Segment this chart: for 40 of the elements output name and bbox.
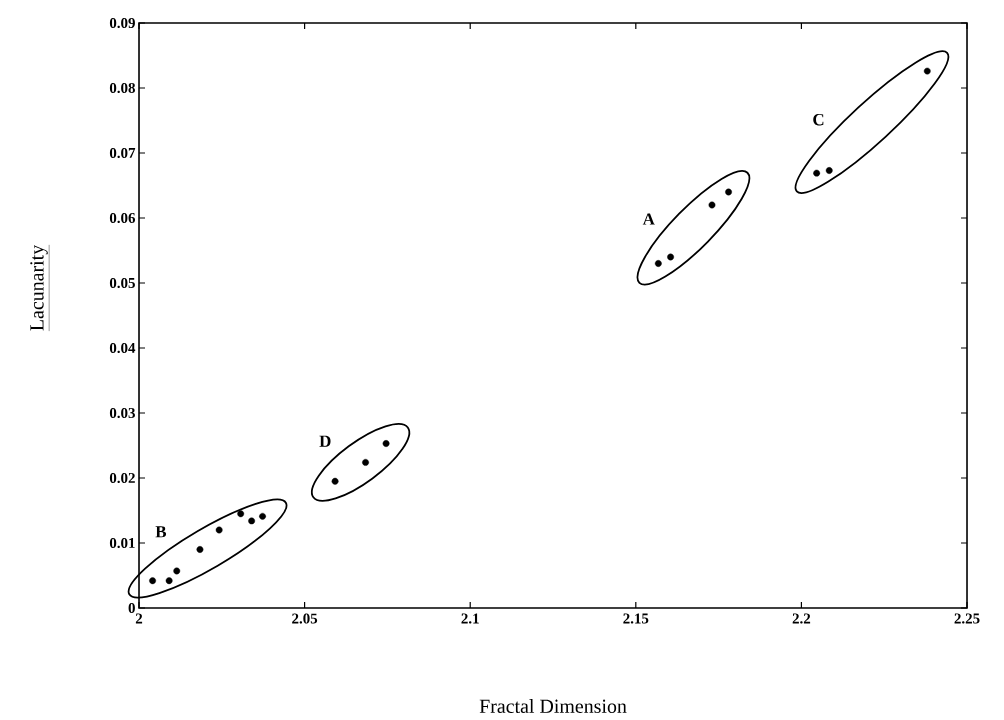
- point: [196, 546, 204, 553]
- x-tick-label: 2.1: [461, 613, 479, 624]
- point: [923, 67, 931, 75]
- y-tick-label: 0.07: [109, 147, 136, 159]
- x-tick-label: 2.05: [292, 613, 318, 624]
- y-tick-label: 0.02: [109, 472, 135, 484]
- point: [654, 260, 662, 267]
- y-tick-label: 0: [128, 602, 135, 614]
- annotation: B: [155, 526, 167, 538]
- y-tick-label: 0.01: [109, 537, 135, 549]
- point: [215, 526, 223, 534]
- y-axis-title: Lacunarity: [30, 244, 48, 331]
- point: [259, 512, 266, 520]
- y-tick-label: 0.08: [109, 82, 135, 94]
- point: [725, 188, 732, 196]
- y-tick-label: 0.03: [109, 407, 135, 419]
- point: [667, 253, 674, 261]
- point: [237, 510, 245, 518]
- x-tick-label: 2: [135, 613, 143, 624]
- point: [362, 458, 369, 466]
- annotation: A: [642, 213, 655, 225]
- point: [825, 167, 833, 174]
- point: [708, 201, 716, 209]
- y-tick-label: 0.09: [109, 17, 135, 29]
- point: [813, 169, 821, 177]
- point: [382, 440, 390, 447]
- x-tick-label: 2.25: [954, 613, 980, 624]
- y-tick-label: 0.05: [109, 277, 135, 289]
- x-tick-label: 2.15: [623, 613, 649, 624]
- point: [248, 517, 256, 525]
- point: [165, 577, 173, 585]
- point: [331, 477, 339, 485]
- y-tick-label: 0.06: [109, 212, 136, 224]
- annotation: D: [319, 435, 331, 447]
- y-tick-label: 0.04: [109, 342, 136, 354]
- annotation: C: [813, 113, 824, 126]
- x-tick-label: 2.2: [792, 613, 811, 624]
- point: [173, 567, 181, 575]
- x-axis-title: Fractal Dimension: [479, 698, 627, 713]
- point: [149, 577, 156, 585]
